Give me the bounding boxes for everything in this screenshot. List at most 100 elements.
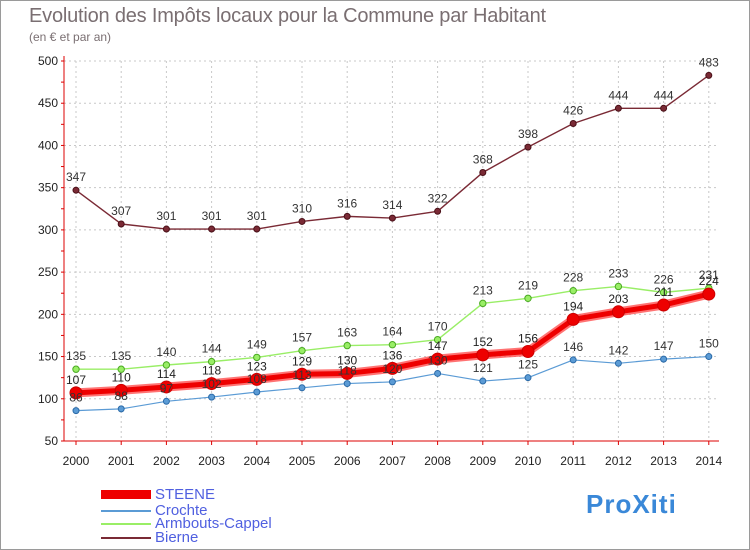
data-label-steene: 224 [699,274,719,288]
data-point-bierne [208,225,216,233]
data-label-bierne: 301 [202,209,222,223]
x-tick-label: 2000 [63,454,90,468]
data-label-armbouts-cappel: 219 [518,278,538,292]
data-point-crochte [388,378,396,386]
data-label-bierne: 301 [247,209,267,223]
x-tick-label: 2008 [424,454,451,468]
data-label-crochte: 146 [563,340,583,354]
data-point-steene [431,352,445,366]
data-label-crochte: 121 [473,361,493,375]
data-label-bierne: 316 [337,196,357,210]
data-label-armbouts-cappel: 135 [66,349,86,363]
data-label-bierne: 310 [292,201,312,215]
data-label-armbouts-cappel: 226 [654,272,674,286]
data-point-crochte [434,369,442,377]
data-point-crochte [343,380,351,388]
x-tick-label: 2006 [334,454,361,468]
legend-label-bierne: Bierne [155,529,199,546]
data-point-bierne [479,168,487,176]
data-point-steene [250,372,264,386]
data-point-armbouts-cappel [253,353,261,362]
data-point-armbouts-cappel [479,299,487,308]
data-label-steene: 136 [382,348,402,362]
data-label-bierne: 444 [608,88,628,102]
data-point-bierne [117,220,125,228]
data-point-crochte [479,377,487,385]
data-label-armbouts-cappel: 231 [699,268,719,282]
y-tick-label: 300 [38,223,58,237]
data-point-bierne [434,207,442,215]
data-point-armbouts-cappel [207,357,216,366]
data-point-armbouts-cappel [117,365,125,373]
data-point-crochte [705,353,713,361]
data-label-crochte: 125 [518,358,538,372]
data-label-crochte: 120 [382,362,402,376]
data-point-bierne [660,104,668,112]
data-point-bierne [569,119,577,127]
data-label-steene: 156 [518,331,538,345]
data-point-bierne [298,217,306,225]
data-label-bierne: 347 [66,170,86,184]
x-tick-label: 2009 [469,454,496,468]
y-tick-label: 250 [38,265,58,279]
data-label-steene: 211 [654,285,673,299]
data-label-armbouts-cappel: 233 [608,266,628,280]
data-point-steene [69,386,83,400]
data-label-armbouts-cappel: 213 [473,283,493,297]
x-tick-label: 2004 [243,454,270,468]
data-point-steene [159,380,173,394]
data-point-crochte [162,397,170,405]
data-label-crochte: 150 [699,337,719,351]
data-point-steene [340,366,354,380]
x-tick-label: 2003 [198,454,225,468]
data-label-armbouts-cappel: 170 [428,320,448,334]
data-label-bierne: 483 [699,55,719,69]
y-tick-label: 350 [38,181,58,195]
data-point-crochte [253,388,261,396]
legend-swatch-bierne [101,537,151,539]
data-point-bierne [72,186,80,194]
data-label-steene: 107 [66,373,86,387]
legend-label-armbouts-cappel: Armbouts-Cappel [155,515,272,532]
data-label-crochte: 118 [338,364,357,378]
data-label-armbouts-cappel: 164 [382,325,402,339]
data-point-armbouts-cappel [162,361,171,369]
data-label-bierne: 307 [111,204,131,218]
x-tick-label: 2011 [560,454,586,468]
data-label-armbouts-cappel: 135 [111,349,131,363]
data-label-bierne: 398 [518,127,538,141]
data-label-steene: 118 [202,364,221,378]
data-point-crochte [524,374,532,382]
data-label-crochte: 102 [202,377,222,391]
x-tick-label: 2001 [108,454,135,468]
y-tick-label: 500 [38,54,58,68]
legend-swatch-armbouts-cappel [101,523,151,525]
y-tick-label: 50 [45,434,59,448]
data-label-bierne: 314 [382,198,402,212]
data-point-crochte [660,355,668,363]
y-tick-label: 150 [38,350,58,364]
data-label-steene: 147 [428,339,448,353]
data-point-armbouts-cappel [614,282,623,291]
data-point-armbouts-cappel [569,286,577,295]
data-label-crochte: 147 [654,339,674,353]
x-tick-label: 2013 [650,454,677,468]
legend-label-steene: STEENE [155,486,216,503]
data-label-steene: 130 [337,353,357,367]
legend-swatch-steene [101,490,151,499]
proxiti-logo: ProXiti [586,489,677,520]
x-tick-label: 2012 [605,454,632,468]
data-label-armbouts-cappel: 144 [202,342,222,356]
data-point-crochte [117,405,125,413]
legend-label-crochte: Crochte [155,502,208,519]
data-point-steene [657,298,671,312]
data-point-bierne [162,225,170,233]
data-point-steene [205,377,219,391]
data-point-steene [295,367,309,381]
data-label-crochte: 142 [608,343,628,357]
x-tick-label: 2002 [153,454,180,468]
data-label-armbouts-cappel: 228 [563,271,583,285]
data-label-steene: 114 [157,367,176,381]
